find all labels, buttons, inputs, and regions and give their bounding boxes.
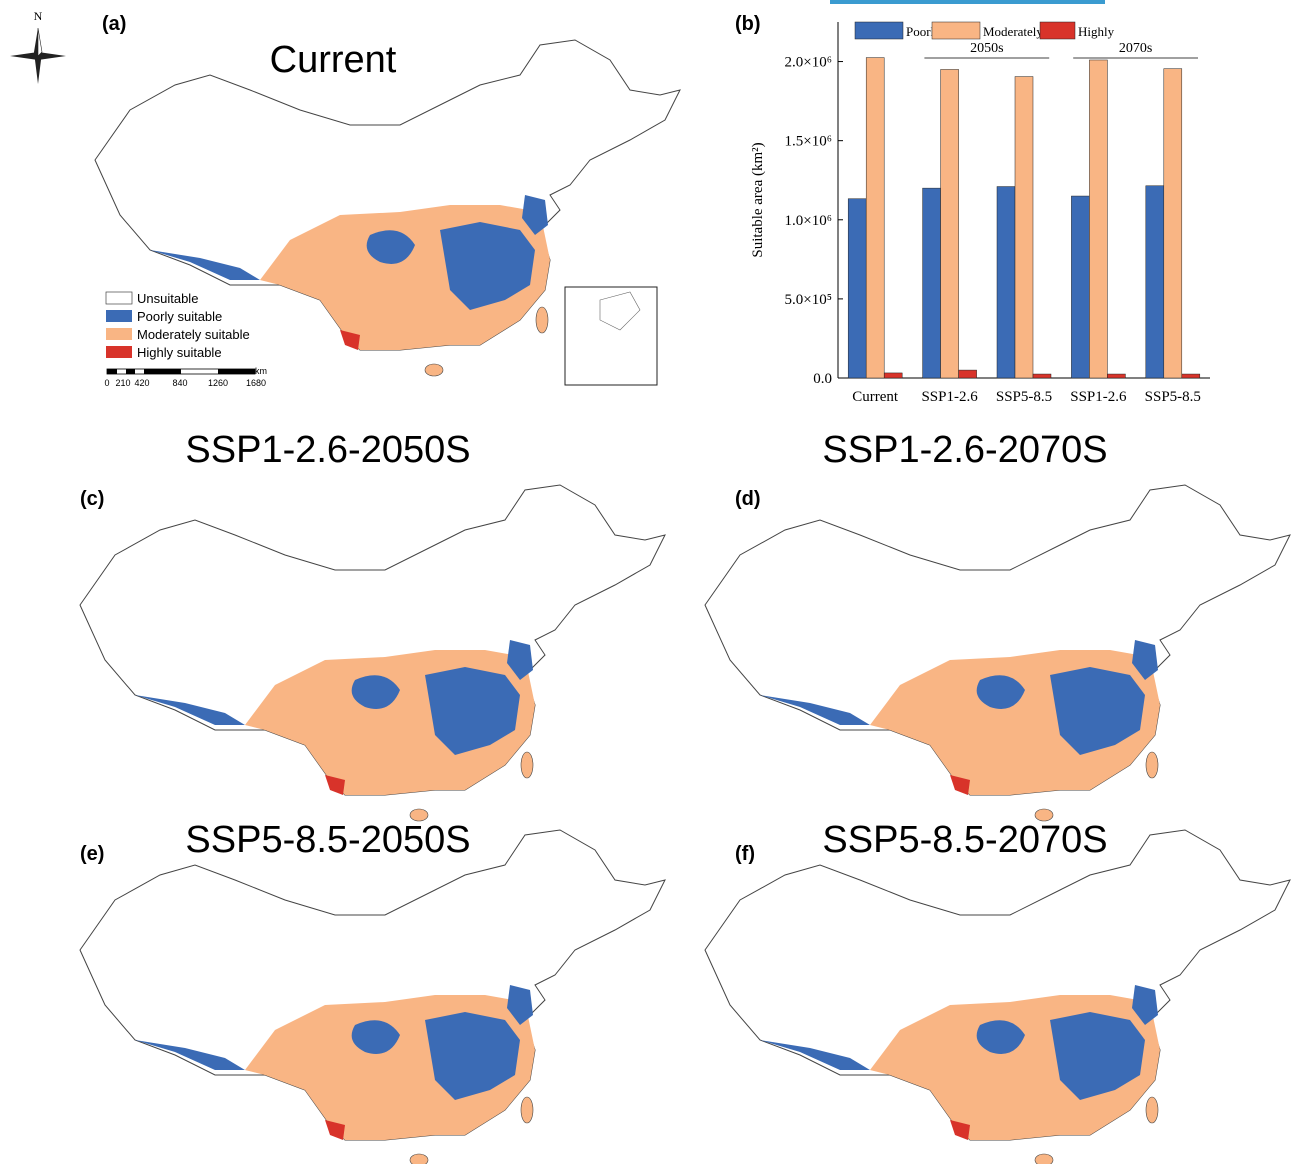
legend-label: Poorly suitable [137,309,222,324]
bar [1033,374,1051,378]
panel-title: SSP1-2.6-2050S [185,429,470,471]
legend-swatch [1040,22,1075,39]
bar [923,188,941,378]
panel-letter: (f) [735,843,755,865]
scale-bar: km 0 210 420 840 1260 1680 [104,366,267,388]
x-tick-label: SSP5-8.5 [996,389,1052,405]
map-f [705,830,1290,1164]
panel-letter: (a) [102,13,126,35]
bar [941,69,959,378]
bar [1146,186,1164,378]
x-tick-label: SSP1-2.6 [921,389,978,405]
scale-label: 0 [104,378,109,388]
y-tick-label: 1.0×10⁶ [785,213,832,229]
panel-title: SSP5-8.5-2050S [185,819,470,861]
header-strip [830,0,1105,4]
scale-unit: km [255,366,267,376]
map-c [80,485,665,821]
y-tick-label: 1.5×10⁶ [785,134,832,150]
y-tick-label: 5.0×10⁵ [785,292,832,308]
scale-label: 210 [115,378,130,388]
group-label: 2070s [1119,41,1152,56]
panel-letter: (c) [80,488,104,510]
map-e [80,830,665,1164]
scale-label: 1260 [208,378,228,388]
map-legend: Unsuitable Poorly suitable Moderately su… [106,291,250,360]
legend-label: Unsuitable [137,291,198,306]
legend-swatch [855,22,903,39]
bar [1015,77,1033,378]
bar [884,373,902,378]
y-tick-label: 0.0 [813,371,832,387]
bar [848,199,866,378]
bar [866,58,884,378]
legend-swatch [932,22,980,39]
x-tick-label: Current [852,389,899,405]
bar [1071,196,1089,378]
map-d [705,485,1290,821]
bar [1164,69,1182,378]
legend-label: Moderately [983,24,1043,39]
panel-title: SSP5-8.5-2070S [822,819,1107,861]
compass-north: N [34,9,43,23]
x-tick-label: SSP5-8.5 [1145,389,1201,405]
bar [1182,374,1200,378]
legend-label: Highly suitable [137,345,222,360]
figure: N (a) Current (b) SSP1-2.6-2050S (c) SSP… [0,0,1295,1164]
legend-label: Highly [1078,24,1115,39]
bar-chart: Suitable area (km²) 0.0 5.0×10⁵ 1.0×10⁶ 1.5… [750,22,1210,405]
panel-letter: (e) [80,843,104,865]
panel-title: SSP1-2.6-2070S [822,429,1107,471]
group-label: 2050s [970,41,1003,56]
bar [997,187,1015,378]
bar [1107,374,1125,378]
panel-letter: (b) [735,13,761,35]
x-tick-label: SSP1-2.6 [1070,389,1127,405]
bar [959,370,977,378]
panel-letter: (d) [735,488,761,510]
y-axis-label: Suitable area (km²) [750,142,766,257]
compass: N [10,9,66,84]
scale-label: 840 [172,378,187,388]
panel-title: Current [270,39,397,81]
inset-map [565,287,657,385]
bar [1089,60,1107,378]
scale-label: 1680 [246,378,266,388]
legend-label: Moderately suitable [137,327,250,342]
scale-label: 420 [134,378,149,388]
y-tick-label: 2.0×10⁶ [785,55,832,71]
